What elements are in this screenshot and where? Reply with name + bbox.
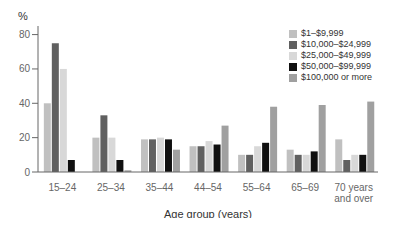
svg-text:%: % bbox=[18, 10, 28, 22]
html-text:$100,000 or more: $100,000 or more bbox=[301, 72, 372, 82]
svg-text:40: 40 bbox=[19, 98, 31, 109]
html-text:$50,000–$99,999: $50,000–$99,999 bbox=[301, 61, 371, 71]
svg-text:80: 80 bbox=[19, 29, 31, 40]
svg-text:Age group (years): Age group (years) bbox=[164, 208, 252, 218]
svg-text:55–64: 55–64 bbox=[243, 182, 271, 193]
svg-text:44–54: 44–54 bbox=[194, 182, 222, 193]
svg-text:15–24: 15–24 bbox=[48, 182, 76, 193]
svg-text:20: 20 bbox=[19, 132, 31, 143]
svg-text:65–69: 65–69 bbox=[291, 182, 319, 193]
html-text:$10,000–$24,999: $10,000–$24,999 bbox=[301, 39, 371, 49]
svg-text:70 yearsand over: 70 yearsand over bbox=[334, 182, 374, 204]
svg-text:60: 60 bbox=[19, 63, 31, 74]
html-text:$1–$9,999: $1–$9,999 bbox=[301, 28, 344, 38]
svg-text:0: 0 bbox=[24, 167, 30, 178]
svg-text:25–34: 25–34 bbox=[97, 182, 125, 193]
svg-text:35–44: 35–44 bbox=[146, 182, 174, 193]
html-text:$25,000–$49,999: $25,000–$49,999 bbox=[301, 50, 371, 60]
